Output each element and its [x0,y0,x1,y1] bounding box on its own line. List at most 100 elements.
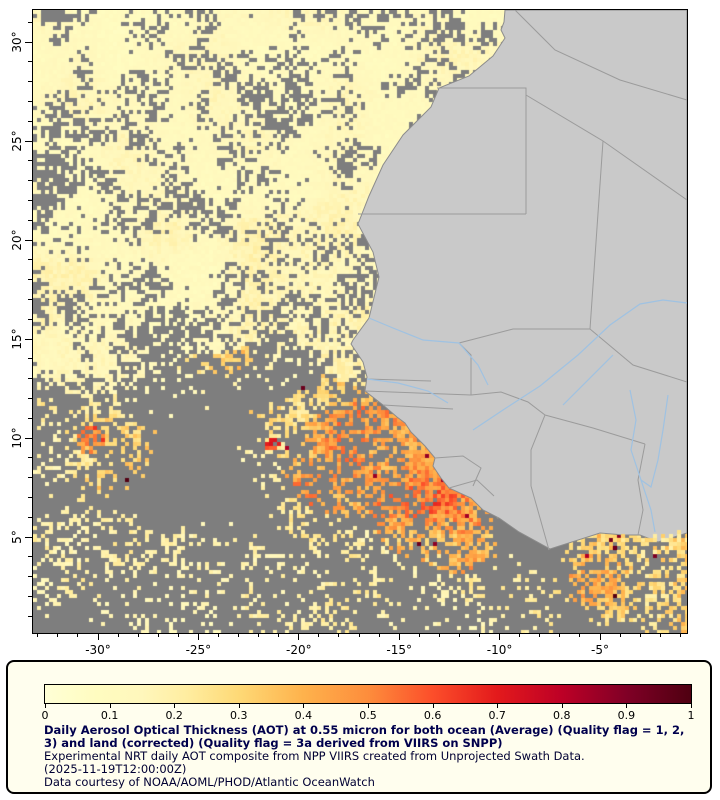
x-axis-tick [258,633,260,637]
colorbar-tick [109,703,111,708]
y-axis-tick [28,199,32,201]
y-axis-tick [28,496,32,498]
y-axis-tick [28,595,32,597]
y-axis-tick [28,378,32,380]
x-axis-tick [117,633,119,637]
y-axis-label: 30° [10,31,24,53]
x-axis-tick [458,633,460,637]
colorbar-tick [368,703,369,708]
y-axis-tick [25,239,32,241]
y-axis-label: 15° [10,328,24,350]
colorbar [44,684,692,704]
colorbar-tick-label: 0.6 [423,709,442,722]
x-axis-tick [438,633,440,637]
y-axis-tick [25,536,32,538]
colorbar-tick [45,703,46,708]
x-axis-tick [358,633,360,637]
colorbar-tick-label: 0 [41,709,49,722]
y-axis-tick [28,358,32,360]
x-axis-label: -10° [486,643,513,657]
y-axis-tick [28,259,32,261]
y-axis-label: 10° [10,427,24,449]
x-axis-tick [278,633,280,637]
x-axis-tick [197,633,199,640]
y-axis-tick [28,279,32,281]
colorbar-tick-label: 0.7 [488,709,506,722]
x-axis-tick [679,633,681,637]
colorbar-tick [174,703,176,708]
caption-timestamp: (2025-11-19T12:00:00Z) [44,762,187,776]
colorbar-tick [497,703,499,708]
x-axis-label: -30° [85,643,111,657]
colorbar-tick-label: 0.4 [294,709,313,722]
colorbar-tick [238,703,240,708]
x-axis-tick [619,633,621,637]
x-axis-tick [157,633,159,637]
x-axis-tick [659,633,661,637]
caption-block: Daily Aerosol Optical Thickness (AOT) at… [44,724,696,789]
y-axis-tick [28,576,32,578]
y-axis-tick [28,556,32,558]
x-axis-tick [398,633,400,640]
x-axis-tick [177,633,179,637]
x-axis-label: -25° [185,643,212,657]
x-axis-tick [479,633,481,637]
colorbar-tick-label: 0.9 [617,709,636,722]
y-axis-tick [28,21,32,23]
y-axis-tick [25,41,32,43]
y-axis-tick [28,516,32,518]
colorbar-tick [303,703,305,708]
map-plot-area [32,9,688,634]
caption-credit: Data courtesy of NOAA/AOML/PHOD/Atlantic… [44,775,375,789]
x-axis-label: -20° [285,643,312,657]
y-axis-tick [28,100,32,102]
caption-title: Daily Aerosol Optical Thickness (AOT) at… [44,723,685,750]
x-axis-tick [77,633,79,637]
x-axis-tick [137,633,139,637]
x-axis-tick [539,633,541,637]
x-axis-label: -15° [386,643,412,657]
colorbar-tick-label: 0.8 [553,709,571,722]
y-axis-tick [28,615,32,617]
x-axis-tick [519,633,521,637]
x-axis-label: -5° [591,643,609,657]
x-axis-tick [338,633,340,637]
y-axis-tick [28,61,32,63]
colorbar-tick [691,703,692,708]
y-axis-tick [28,417,32,419]
y-axis-tick [28,457,32,459]
y-axis-tick [28,318,32,320]
x-axis-tick [217,633,219,637]
y-axis-tick [28,298,32,300]
x-axis-tick [57,633,59,637]
x-axis-tick [579,633,581,637]
legend-panel: 0 0.1 0.2 0.3 0.4 0.5 0.6 0.7 0.8 0.9 1 Daily Aero… [6,660,712,794]
colorbar-tick-label: 0.3 [230,709,248,722]
y-axis-tick [25,437,32,439]
y-axis-label: 20° [10,229,24,251]
colorbar-tick-label: 1 [687,709,695,722]
x-axis-tick [97,633,99,640]
aot-overland-layer [33,10,687,633]
y-axis-tick [28,397,32,399]
x-axis-tick [37,633,39,637]
y-axis-label: 25° [10,130,24,152]
colorbar-labels: 0 0.1 0.2 0.3 0.4 0.5 0.6 0.7 0.8 0.9 1 [41,709,695,722]
y-axis-tick [28,120,32,122]
y-axis-tick [25,338,32,340]
y-axis-tick [28,160,32,162]
x-axis-tick [298,633,300,640]
y-axis-tick [28,477,32,479]
colorbar-tick-label: 0.2 [165,709,183,722]
colorbar-tick [561,703,563,708]
colorbar-ticks [45,703,692,708]
y-axis-label: 5° [10,530,24,544]
colorbar-tick [432,703,434,708]
y-axis-tick [28,219,32,221]
colorbar-tick-label: 0.5 [359,709,377,722]
x-axis-tick [599,633,601,640]
x-axis-tick [318,633,320,637]
x-axis-tick [378,633,380,637]
x-axis-tick [639,633,641,637]
